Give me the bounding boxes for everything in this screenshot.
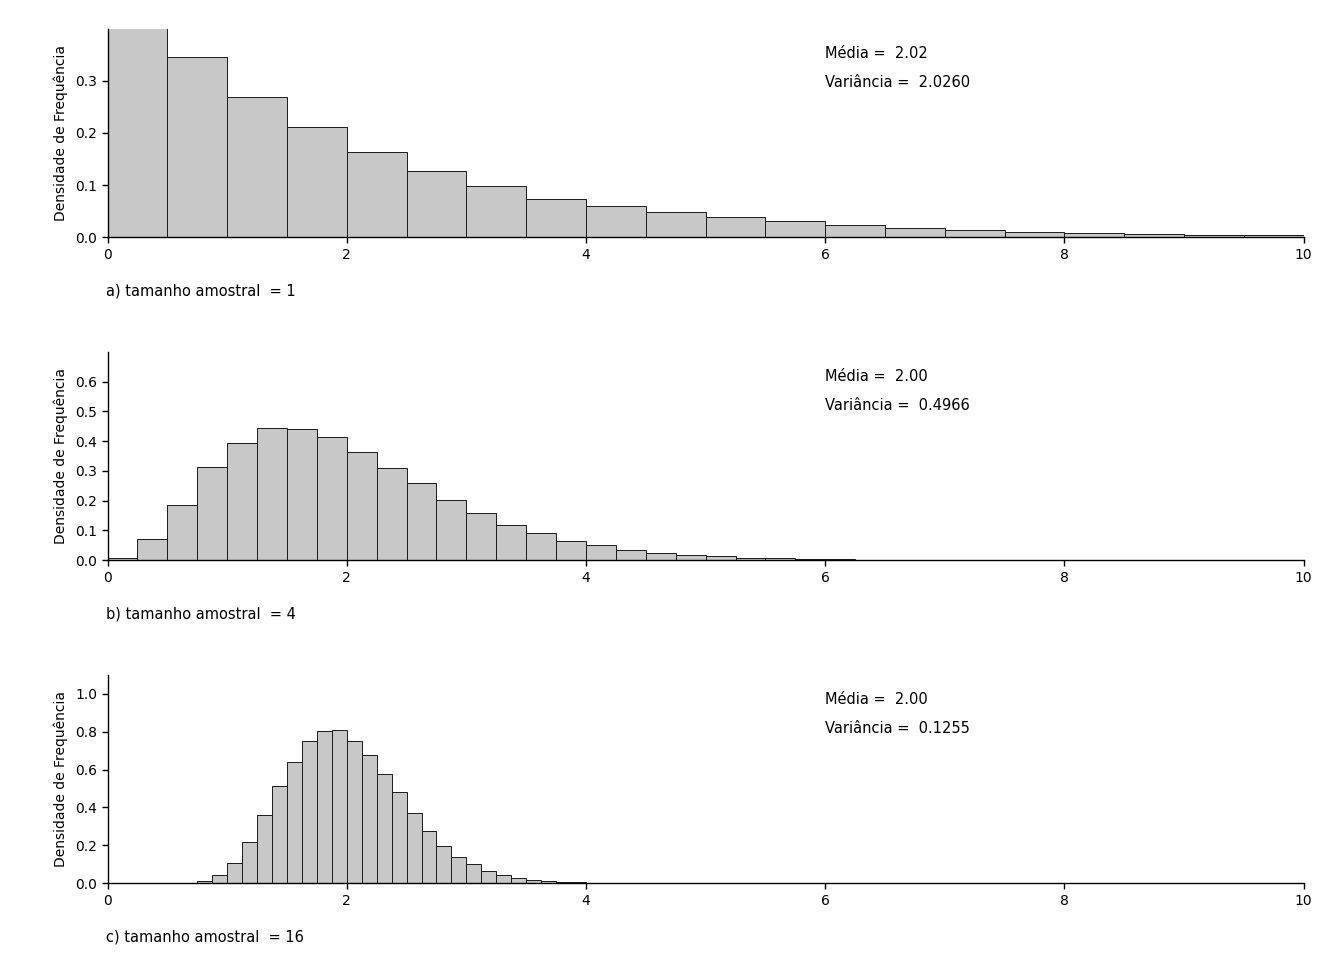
Bar: [645, 553, 676, 561]
Y-axis label: Densidade de Frequência: Densidade de Frequência: [54, 691, 69, 867]
Bar: [496, 875, 511, 883]
Bar: [317, 437, 347, 561]
Bar: [347, 740, 362, 883]
Bar: [825, 560, 855, 561]
Bar: [347, 152, 406, 237]
Text: Média =  2.00: Média = 2.00: [825, 692, 927, 708]
Y-axis label: Densidade de Frequência: Densidade de Frequência: [54, 45, 69, 221]
Bar: [108, 558, 137, 561]
Bar: [735, 558, 766, 561]
Bar: [422, 831, 437, 883]
Bar: [198, 468, 227, 561]
Bar: [706, 557, 735, 561]
Bar: [288, 762, 302, 883]
Bar: [406, 171, 466, 237]
Text: Variância =  2.0260: Variância = 2.0260: [825, 76, 970, 90]
Bar: [511, 878, 527, 883]
Bar: [886, 228, 945, 237]
Bar: [347, 452, 376, 561]
Bar: [332, 730, 347, 883]
Bar: [766, 221, 825, 237]
Text: Variância =  0.4966: Variância = 0.4966: [825, 398, 970, 414]
Bar: [376, 774, 391, 883]
Bar: [616, 550, 645, 561]
Bar: [586, 205, 645, 237]
Bar: [198, 880, 212, 883]
Bar: [452, 857, 466, 883]
Bar: [496, 525, 527, 561]
Bar: [257, 428, 288, 561]
Bar: [466, 186, 527, 237]
Bar: [825, 225, 886, 237]
Bar: [317, 731, 332, 883]
Y-axis label: Densidade de Frequência: Densidade de Frequência: [54, 368, 69, 544]
Bar: [556, 540, 586, 561]
Bar: [766, 559, 796, 561]
Bar: [676, 555, 706, 561]
Bar: [288, 429, 317, 561]
Bar: [945, 230, 1005, 237]
Bar: [586, 545, 616, 561]
Bar: [1184, 234, 1245, 237]
Bar: [362, 756, 376, 883]
Text: Variância =  0.1255: Variância = 0.1255: [825, 722, 970, 736]
Bar: [796, 559, 825, 561]
Text: a) tamanho amostral  = 1: a) tamanho amostral = 1: [106, 283, 296, 298]
Text: Média =  2.00: Média = 2.00: [825, 370, 927, 384]
Bar: [466, 864, 481, 883]
Bar: [1005, 231, 1064, 237]
Bar: [437, 500, 466, 561]
Bar: [212, 875, 227, 883]
Bar: [227, 97, 288, 237]
Text: b) tamanho amostral  = 4: b) tamanho amostral = 4: [106, 606, 296, 621]
Bar: [376, 468, 406, 561]
Bar: [1245, 235, 1304, 237]
Bar: [527, 199, 586, 237]
Bar: [1064, 232, 1124, 237]
Bar: [227, 443, 257, 561]
Bar: [1124, 233, 1184, 237]
Bar: [406, 484, 437, 561]
Text: c) tamanho amostral  = 16: c) tamanho amostral = 16: [106, 929, 304, 944]
Bar: [302, 741, 317, 883]
Bar: [527, 880, 542, 883]
Bar: [406, 813, 422, 883]
Bar: [271, 786, 288, 883]
Bar: [167, 57, 227, 237]
Bar: [542, 881, 556, 883]
Bar: [527, 534, 556, 561]
Bar: [437, 847, 452, 883]
Bar: [167, 505, 198, 561]
Bar: [706, 218, 766, 237]
Bar: [242, 842, 257, 883]
Bar: [108, 5, 167, 237]
Bar: [227, 863, 242, 883]
Bar: [391, 792, 406, 883]
Bar: [556, 882, 571, 883]
Bar: [257, 815, 271, 883]
Bar: [645, 212, 706, 237]
Bar: [137, 540, 167, 561]
Bar: [288, 127, 347, 237]
Text: Média =  2.02: Média = 2.02: [825, 46, 927, 61]
Bar: [466, 514, 496, 561]
Bar: [481, 871, 496, 883]
